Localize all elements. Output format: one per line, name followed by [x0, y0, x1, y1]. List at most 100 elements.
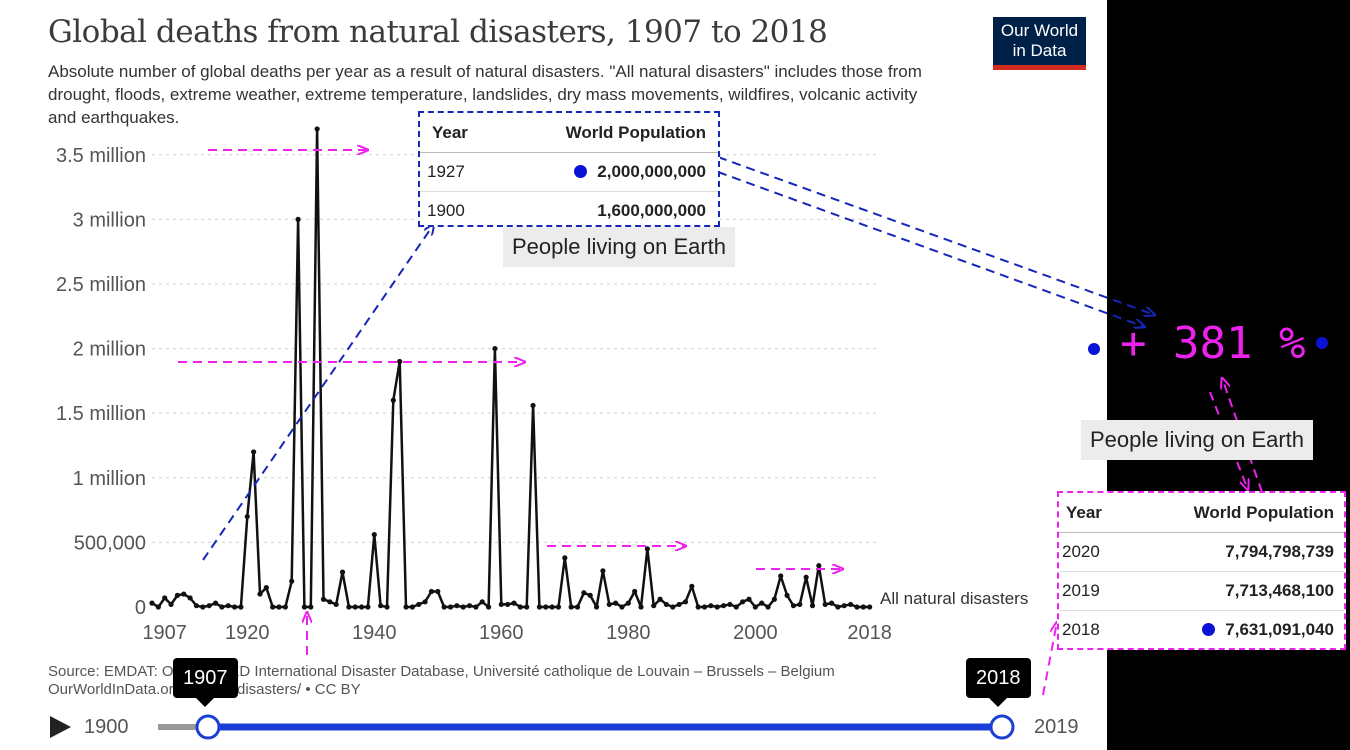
owid-logo[interactable]: Our World in Data: [993, 17, 1086, 70]
chart-subtitle: Absolute number of global deaths per yea…: [48, 62, 922, 127]
row-year: 2019: [1062, 581, 1100, 600]
data-point: [524, 604, 530, 610]
data-point: [860, 604, 866, 610]
data-point: [276, 604, 282, 610]
data-point: [511, 600, 517, 606]
data-point: [600, 568, 606, 574]
data-point: [314, 126, 320, 132]
data-point: [282, 604, 288, 610]
data-point: [327, 599, 333, 605]
data-point: [441, 604, 447, 610]
x-tick-label: 1920: [225, 622, 270, 644]
data-point: [435, 588, 441, 595]
data-point: [416, 601, 422, 608]
data-point: [212, 600, 219, 606]
data-point: [682, 599, 689, 605]
population-growth-label: + 381 %: [1120, 318, 1306, 369]
data-point: [174, 592, 181, 598]
data-point: [193, 603, 200, 609]
row-year: 1900: [427, 201, 465, 220]
table-row: 1900 1,600,000,000: [420, 191, 718, 230]
data-point: [155, 604, 161, 610]
row-year: 2020: [1062, 542, 1100, 561]
data-point: [835, 604, 841, 610]
data-point: [479, 599, 485, 605]
table-row: 2019 7,713,468,100: [1059, 571, 1344, 611]
logo-line-1: Our World: [1000, 21, 1079, 40]
row-population: 7,631,091,040: [1225, 620, 1334, 639]
data-point: [676, 601, 682, 608]
data-point: [454, 603, 460, 609]
data-point: [771, 596, 777, 602]
data-point: [574, 604, 581, 610]
data-point: [498, 601, 504, 608]
data-point: [492, 345, 498, 352]
pct-dot-right: [1316, 337, 1328, 349]
data-point: [568, 604, 574, 610]
data-point: [168, 601, 174, 608]
data-point: [828, 600, 835, 606]
page-title: Global deaths from natural disasters, 19…: [48, 14, 828, 50]
data-point: [409, 604, 415, 610]
table-header: Year World Population: [420, 113, 718, 153]
x-tick-label: 1980: [606, 622, 651, 644]
row-population: 7,713,468,100: [1225, 581, 1334, 600]
data-point: [657, 596, 663, 602]
data-point: [720, 603, 727, 609]
data-point: [727, 601, 733, 608]
data-point: [663, 601, 670, 608]
timeline-track[interactable]: [0, 0, 1107, 750]
data-point: [403, 604, 409, 610]
row-population: 7,794,798,739: [1225, 542, 1334, 561]
data-point: [460, 604, 466, 610]
data-point: [625, 600, 631, 606]
timeline-handle-end[interactable]: [989, 714, 1015, 740]
header-population: World Population: [1193, 503, 1334, 522]
data-point: [778, 573, 784, 579]
data-point: [231, 604, 238, 610]
data-point: [428, 588, 435, 595]
table-2-caption: People living on Earth: [1081, 420, 1314, 460]
data-point: [289, 578, 295, 584]
logo-line-2: in Data: [1012, 41, 1067, 60]
data-point: [162, 595, 168, 601]
timeline-handle-start[interactable]: [195, 714, 221, 740]
data-point: [562, 555, 568, 561]
play-icon[interactable]: [50, 716, 71, 738]
x-tick-label: 1907: [142, 622, 187, 644]
data-point: [295, 216, 301, 222]
source-line-1[interactable]: Source: EMDAT: OFDA/CRED International D…: [48, 663, 835, 680]
data-point: [816, 563, 822, 569]
highlight-dot-icon: [574, 165, 588, 178]
data-point: [270, 604, 276, 610]
table-1-caption: People living on Earth: [503, 227, 736, 267]
data-point: [378, 603, 384, 609]
y-tick-label: 1 million: [73, 468, 146, 490]
data-point: [517, 604, 523, 610]
data-point: [505, 601, 511, 608]
header-population: World Population: [565, 123, 706, 142]
data-point: [422, 599, 428, 605]
data-point: [809, 603, 816, 609]
timeline-handle-start-label: 1907: [173, 658, 238, 707]
x-tick-label: 2000: [733, 622, 778, 644]
data-point: [822, 601, 828, 608]
row-population: 1,600,000,000: [597, 201, 706, 220]
data-point: [352, 604, 358, 610]
data-point: [841, 603, 847, 609]
data-point: [447, 604, 454, 610]
data-point: [790, 603, 797, 609]
data-point: [803, 574, 809, 580]
data-point: [530, 402, 536, 409]
data-point: [784, 592, 790, 598]
table-row: 2018 7,631,091,040: [1059, 610, 1344, 649]
data-point: [485, 604, 492, 610]
data-point: [346, 604, 352, 610]
row-population: 2,000,000,000: [597, 162, 706, 181]
header-year: Year: [432, 123, 468, 142]
data-point: [606, 601, 612, 608]
y-tick-label: 3 million: [73, 209, 146, 231]
data-point: [651, 603, 657, 609]
data-point: [581, 590, 587, 596]
data-point: [867, 604, 873, 610]
